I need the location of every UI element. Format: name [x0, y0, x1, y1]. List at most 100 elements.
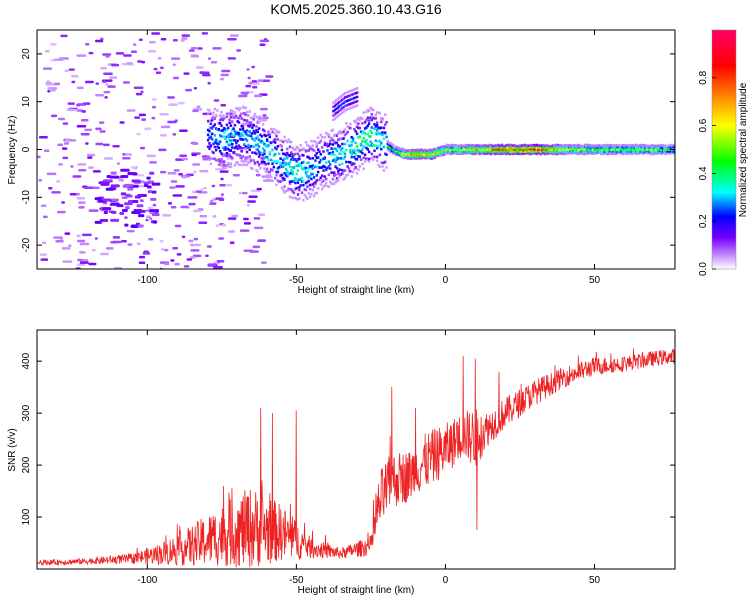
spectrogram-ridge-cell — [265, 138, 269, 141]
spectrogram-noise-cell — [149, 40, 156, 44]
spectrogram-ridge-cell — [298, 149, 301, 153]
spectrogram-band-cell — [336, 110, 340, 114]
spectrogram-ridge-cell — [275, 161, 278, 165]
spectrogram-ridge-cell — [477, 144, 481, 147]
spectrogram-ridge-cell — [311, 156, 314, 160]
spectrogram-ridge-cell — [337, 178, 340, 182]
spectrogram-ridge-cell — [574, 144, 577, 148]
spectrogram-ridge-cell — [435, 149, 438, 153]
spectrogram-ridge-cell — [594, 146, 598, 150]
spectrogram-ridge-cell — [339, 148, 343, 152]
spectrogram-ridge-cell — [511, 152, 514, 156]
spectrogram-noise-cell — [50, 89, 56, 92]
spectrogram-ridge-cell — [648, 146, 651, 150]
spectrogram-ridge-cell — [488, 152, 492, 155]
spectrogram-ridge-cell — [308, 157, 312, 160]
spectrogram-ridge-cell — [374, 125, 378, 128]
spectrogram-ridge-cell — [491, 146, 494, 149]
spectrogram-ridge-cell — [221, 146, 225, 150]
spectrogram-ridge-cell — [468, 150, 471, 153]
spectrogram-noise-cell — [179, 129, 188, 132]
spectrogram-ridge-cell — [561, 144, 564, 148]
spectrogram-ridge-cell — [498, 145, 501, 149]
spectrogram-ridge-cell — [445, 149, 449, 153]
spectrogram-ridge-cell — [492, 146, 496, 150]
spectrogram-noise-cell — [76, 196, 86, 200]
spectrogram-noise-cell — [212, 215, 217, 218]
spectrogram-ridge-cell — [620, 150, 623, 153]
spectrogram-noise-cell — [76, 54, 87, 57]
spectrogram-noise-cell — [54, 58, 64, 61]
spectrogram-ridge-cell — [504, 150, 508, 154]
spectrogram-ridge-cell — [261, 153, 265, 157]
spectrogram-ridge-cell — [322, 150, 325, 153]
spectrogram-ridge-cell — [271, 130, 274, 134]
spectrogram-ridge-cell — [502, 145, 505, 148]
spectrogram-ridge-cell — [492, 144, 496, 148]
spectrogram-noise-cell — [92, 170, 101, 173]
spectrogram-ridge-cell — [228, 138, 231, 142]
spectrogram-ridge-cell — [282, 140, 285, 144]
spectrogram-ridge-cell — [600, 152, 603, 156]
spectrogram-ridge-cell — [280, 173, 284, 177]
colorbar-gradient — [712, 30, 736, 269]
spectrogram-noise-cell — [252, 245, 261, 249]
spectrogram-ridge-cell — [347, 167, 351, 170]
spectrogram-ridge-cell — [279, 162, 282, 165]
spectrogram-noise-cell — [146, 154, 156, 158]
spectrogram-ridge-cell — [480, 148, 484, 152]
spectrogram-ridge-cell — [276, 160, 280, 163]
spectrogram-ridge-cell — [209, 162, 213, 166]
spectrogram-ridge-cell — [274, 132, 277, 135]
spectrogram-ridge-cell — [227, 135, 230, 139]
spectrogram-ridge-cell — [334, 180, 337, 184]
spectrogram-ridge-cell — [571, 151, 575, 154]
spectrogram-ridge-cell — [420, 154, 423, 158]
spectrogram-ridge-cell — [302, 147, 305, 151]
spectrogram-ridge-cell — [426, 152, 430, 156]
spectrogram-ridge-cell — [208, 136, 211, 140]
spectrogram-ridge-cell — [249, 121, 253, 125]
spectrogram-ridge-cell — [655, 150, 658, 153]
spectrogram-ridge-cell — [390, 142, 394, 146]
spectrogram-ridge-cell — [240, 156, 243, 160]
spectrogram-ridge-cell — [237, 153, 241, 157]
spectrogram-ridge-cell — [307, 166, 310, 170]
spectrogram-ridge-cell — [448, 148, 451, 152]
spectrogram-ridge-cell — [315, 142, 319, 146]
spectrogram-ridge-cell — [361, 122, 364, 125]
spectrogram-ridge-cell — [382, 169, 386, 172]
spectrogram-ridge-cell — [628, 144, 631, 148]
spectrogram-ridge-cell — [369, 129, 372, 133]
spectrogram-ridge-cell — [384, 113, 387, 117]
spectrogram-ridge-cell — [401, 149, 404, 153]
spectrogram-ridge-cell — [378, 165, 382, 168]
spectrogram-ridge-cell — [267, 162, 270, 165]
spectrogram-ridge-cell — [304, 181, 308, 185]
spectrogram-ridge-cell — [604, 148, 607, 152]
spectrogram-ridge-cell — [416, 152, 419, 156]
spectrogram-ridge-cell — [260, 116, 263, 120]
spectrogram-ridge-cell — [304, 166, 308, 170]
spectrogram-ridge-cell — [512, 144, 516, 147]
spectrogram-ridge-cell — [528, 149, 532, 153]
spectrogram-ridge-cell — [338, 163, 341, 167]
spectrogram-noise-cell — [95, 39, 104, 43]
spectrogram-noise-cell — [181, 37, 188, 40]
spectrogram-ridge-cell — [370, 113, 374, 116]
spectrogram-band-cell — [333, 100, 337, 103]
spectrogram-ridge-cell — [312, 140, 316, 143]
spectrogram-ridge-cell — [543, 144, 547, 148]
spectrogram-ridge-cell — [311, 164, 314, 168]
snr-ytick-label: 100 — [21, 508, 32, 525]
spectrogram-ridge-cell — [287, 162, 290, 166]
spectrogram-ridge-cell — [374, 139, 378, 142]
spectrogram-xtick-label: 0 — [443, 275, 449, 286]
spectrogram-noise-cell — [58, 163, 63, 166]
spectrogram-ridge-cell — [206, 145, 210, 149]
spectrogram-ridge-cell — [418, 154, 422, 158]
spectrogram-ridge-cell — [483, 150, 486, 153]
spectrogram-noise-cell — [261, 79, 271, 83]
spectrogram-noise-cell — [213, 99, 220, 102]
spectrogram-ridge-cell — [315, 165, 319, 168]
